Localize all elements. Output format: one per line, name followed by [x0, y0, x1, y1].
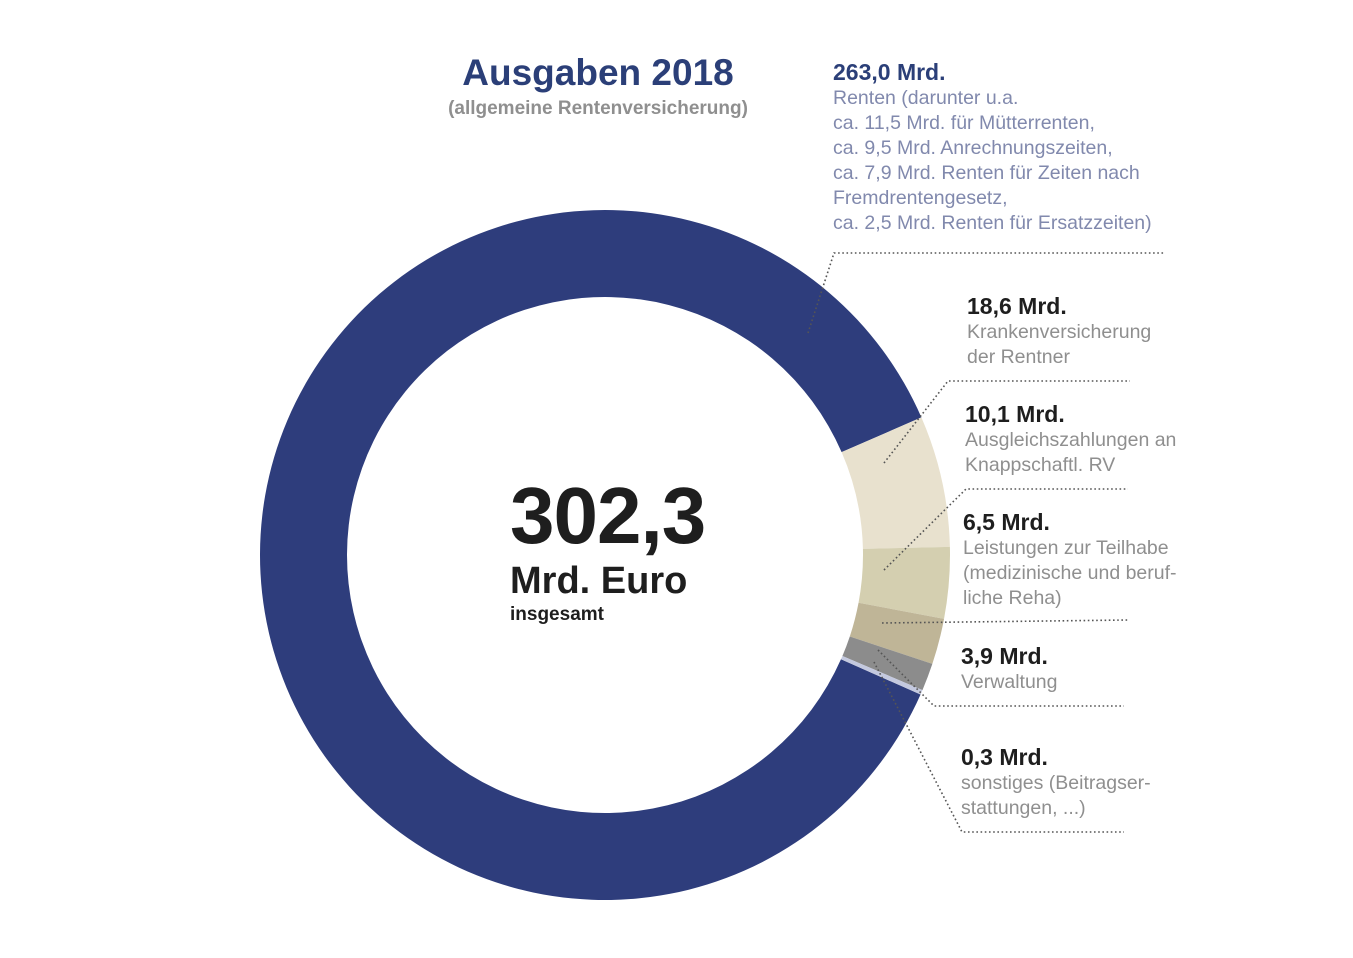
- slice-description-line: Leistungen zur Teilhabe: [963, 537, 1169, 559]
- leader-line-sonstiges: [873, 661, 1124, 833]
- slice-value-label: 0,3 Mrd.: [961, 744, 1048, 770]
- slice-description-line: der Rentner: [967, 346, 1070, 368]
- slice-description-line: Knappschaftl. RV: [965, 454, 1116, 476]
- slice-description-line: Krankenversicherung: [967, 321, 1152, 343]
- leader-line-teilhabe: [881, 619, 1129, 624]
- slice-kvdr: [841, 417, 950, 549]
- slice-value-label: 18,6 Mrd.: [967, 293, 1067, 319]
- slice-description-line: Ausgleichszahlungen an: [965, 429, 1177, 451]
- slice-description-line: stattungen, ...): [961, 797, 1086, 819]
- label-kvdr: 18,6 Mrd. Krankenversicherung der Rentner: [967, 292, 1151, 370]
- total-unit: Mrd. Euro: [510, 560, 688, 602]
- label-teilhabe: 6,5 Mrd. Leistungen zur Teilhabe (medizini…: [963, 508, 1177, 611]
- total-note: insgesamt: [510, 604, 604, 625]
- slice-teilhabe: [849, 602, 945, 664]
- slice-knappschaft: [858, 546, 950, 619]
- total-value: 302,3: [510, 471, 706, 560]
- leader-line-verwaltung: [877, 649, 1124, 707]
- leader-line-renten: [807, 252, 1165, 334]
- chart-subtitle: (allgemeine Rentenversicherung): [448, 98, 748, 119]
- leader-line-kvdr: [883, 380, 1130, 464]
- slice-description-line: Fremdrentengesetz,: [833, 187, 1008, 209]
- slice-description-line: ca. 11,5 Mrd. für Mütterrenten,: [833, 112, 1095, 134]
- slice-value-label: 6,5 Mrd.: [963, 509, 1050, 535]
- slice-description-line: sonstiges (Beitragser-: [961, 772, 1151, 794]
- slice-value-label: 3,9 Mrd.: [961, 643, 1048, 669]
- label-renten: 263,0 Mrd. Renten (darunter u.a. ca. 11,5 …: [833, 58, 1152, 236]
- slice-description-line: Renten (darunter u.a.: [833, 87, 1019, 109]
- slice-verwaltung: [842, 636, 933, 691]
- label-knappschaft: 10,1 Mrd. Ausgleichszahlungen an Knappscha…: [965, 400, 1176, 478]
- slice-sonstiges: [840, 656, 923, 695]
- chart-title: Ausgaben 2018: [462, 52, 734, 93]
- slice-description-line: Verwaltung: [961, 671, 1058, 693]
- label-verwaltung: 3,9 Mrd. Verwaltung: [961, 642, 1057, 695]
- slice-description-line: ca. 7,9 Mrd. Renten für Zeiten nach: [833, 162, 1140, 184]
- slice-value-label: 10,1 Mrd.: [965, 401, 1065, 427]
- slice-description-line: ca. 2,5 Mrd. Renten für Ersatzzeiten): [833, 212, 1152, 234]
- slice-description-line: liche Reha): [963, 587, 1062, 609]
- leader-line-knappschaft: [883, 488, 1128, 571]
- label-sonstiges: 0,3 Mrd. sonstiges (Beitragser-stattungen…: [961, 743, 1151, 821]
- slice-description-line: (medizinische und beruf-: [963, 562, 1177, 584]
- slice-description-line: ca. 9,5 Mrd. Anrechnungszeiten,: [833, 137, 1113, 159]
- slice-value-label: 263,0 Mrd.: [833, 59, 946, 85]
